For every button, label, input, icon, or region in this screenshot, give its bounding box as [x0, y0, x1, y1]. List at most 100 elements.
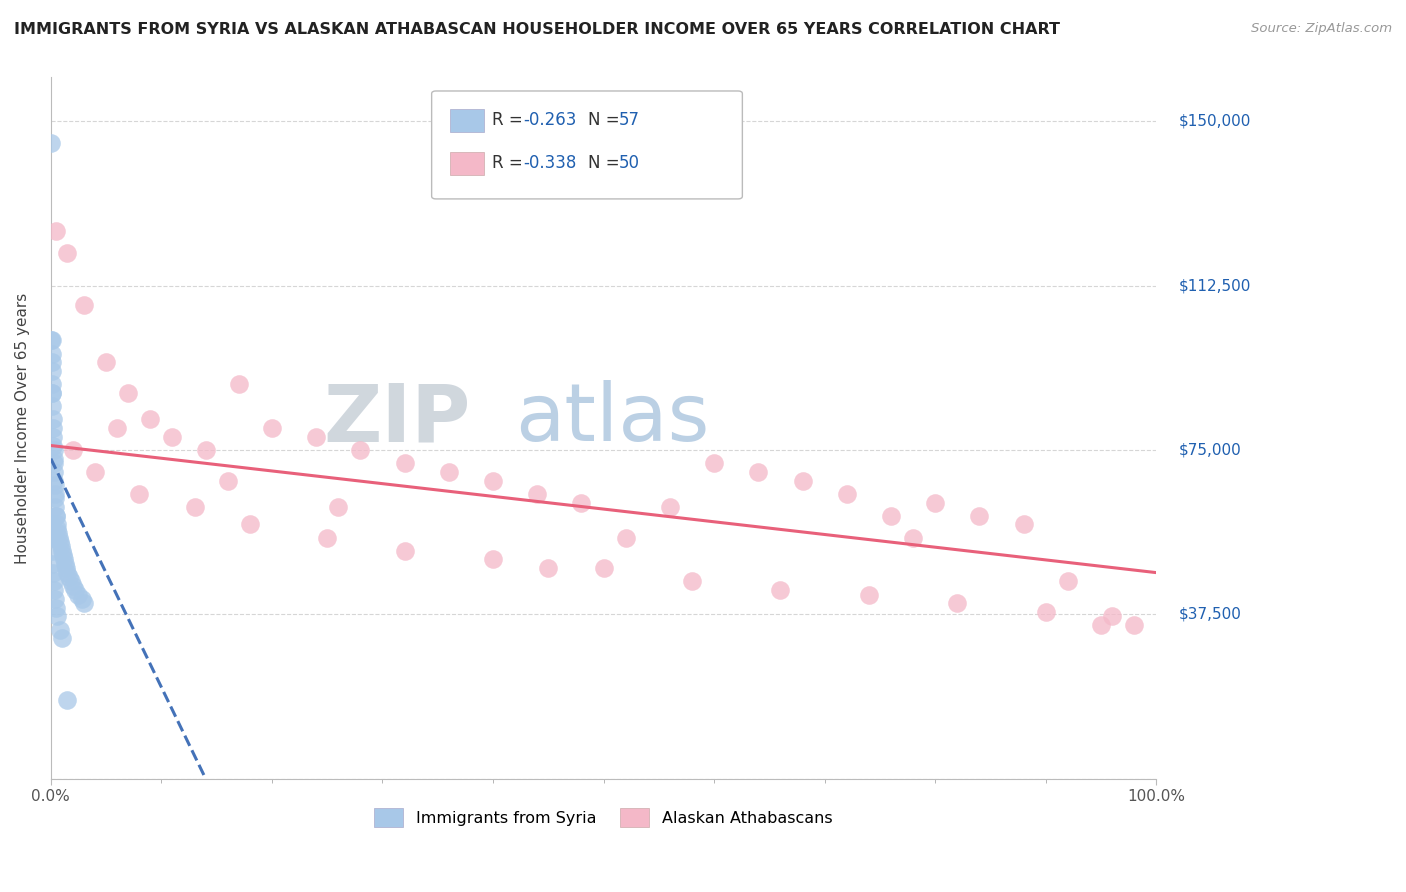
Point	[194, 442, 217, 457]
Point	[58, 570, 80, 584]
Point	[858, 588, 880, 602]
Legend: Immigrants from Syria, Alaskan Athabascans: Immigrants from Syria, Alaskan Athabasca…	[368, 801, 839, 834]
Text: -0.338: -0.338	[523, 154, 576, 172]
Point	[924, 495, 946, 509]
Point	[328, 500, 350, 514]
Point	[41, 557, 63, 571]
Point	[56, 566, 79, 580]
Y-axis label: Householder Income Over 65 years: Householder Income Over 65 years	[15, 293, 30, 564]
Point	[41, 355, 63, 369]
Point	[42, 421, 65, 435]
Point	[45, 517, 67, 532]
Point	[162, 430, 184, 444]
Point	[681, 574, 703, 589]
Text: 50: 50	[619, 154, 640, 172]
Point	[62, 579, 84, 593]
Point	[48, 623, 70, 637]
Point	[349, 442, 371, 457]
Point	[41, 386, 63, 401]
Point	[969, 508, 991, 523]
Point	[45, 508, 67, 523]
Point	[41, 364, 63, 378]
Point	[41, 399, 63, 413]
Text: 57: 57	[619, 112, 640, 129]
Point	[105, 421, 128, 435]
Text: ZIP: ZIP	[323, 380, 471, 458]
Point	[53, 557, 76, 571]
Point	[62, 442, 84, 457]
Point	[67, 588, 90, 602]
Point	[614, 531, 637, 545]
Text: $112,500: $112,500	[1178, 278, 1251, 293]
Point	[769, 583, 792, 598]
Point	[41, 346, 63, 360]
Point	[42, 456, 65, 470]
Point	[239, 517, 262, 532]
Point	[42, 430, 65, 444]
Text: -0.263: -0.263	[523, 112, 576, 129]
Point	[84, 465, 107, 479]
Point	[305, 430, 328, 444]
Point	[44, 465, 66, 479]
Point	[55, 561, 77, 575]
Point	[228, 377, 250, 392]
Point	[260, 421, 283, 435]
Point	[48, 535, 70, 549]
Point	[44, 491, 66, 505]
Text: atlas: atlas	[515, 380, 710, 458]
Point	[42, 574, 65, 589]
Text: N =: N =	[588, 112, 624, 129]
Text: R =: R =	[492, 112, 529, 129]
Text: $150,000: $150,000	[1178, 114, 1251, 128]
Point	[1101, 609, 1123, 624]
Point	[901, 531, 924, 545]
Point	[42, 442, 65, 457]
Point	[1012, 517, 1035, 532]
Point	[703, 456, 725, 470]
Point	[1123, 618, 1146, 632]
Point	[45, 508, 67, 523]
Point	[1056, 574, 1078, 589]
Point	[44, 591, 66, 606]
Point	[42, 412, 65, 426]
Point	[56, 245, 79, 260]
Point	[44, 474, 66, 488]
Point	[41, 386, 63, 401]
Point	[747, 465, 769, 479]
Text: R =: R =	[492, 154, 529, 172]
Point	[44, 500, 66, 514]
Point	[52, 548, 75, 562]
Point	[394, 543, 416, 558]
Point	[46, 609, 69, 624]
Point	[41, 531, 63, 545]
Point	[46, 526, 69, 541]
Point	[70, 591, 93, 606]
Point	[45, 224, 67, 238]
Text: N =: N =	[588, 154, 624, 172]
Point	[51, 543, 73, 558]
Text: IMMIGRANTS FROM SYRIA VS ALASKAN ATHABASCAN HOUSEHOLDER INCOME OVER 65 YEARS COR: IMMIGRANTS FROM SYRIA VS ALASKAN ATHABAS…	[14, 22, 1060, 37]
Point	[73, 596, 96, 610]
Point	[46, 522, 69, 536]
Point	[49, 539, 72, 553]
Point	[41, 334, 63, 348]
Point	[42, 451, 65, 466]
Point	[44, 583, 66, 598]
Point	[139, 412, 162, 426]
Point	[51, 632, 73, 646]
Point	[526, 487, 548, 501]
Point	[128, 487, 150, 501]
Point	[42, 566, 65, 580]
Point	[44, 487, 66, 501]
Point	[946, 596, 969, 610]
Point	[41, 136, 63, 151]
Text: Source: ZipAtlas.com: Source: ZipAtlas.com	[1251, 22, 1392, 36]
Point	[48, 531, 70, 545]
Point	[45, 600, 67, 615]
Point	[537, 561, 560, 575]
Point	[835, 487, 858, 501]
Point	[63, 583, 86, 598]
Point	[437, 465, 460, 479]
Point	[880, 508, 903, 523]
Point	[117, 386, 139, 401]
